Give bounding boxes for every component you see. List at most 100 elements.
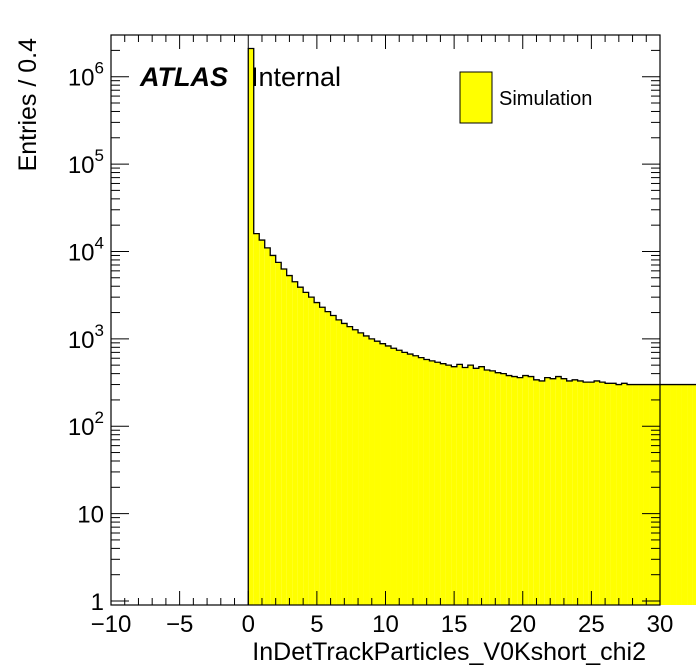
histogram-bar (572, 379, 578, 605)
histogram-bar (248, 48, 254, 605)
y-axis-label: Entries / 0.4 (14, 38, 42, 171)
internal-label: Internal (251, 62, 341, 92)
histogram-bar (500, 373, 507, 605)
histogram-bar (308, 297, 315, 605)
y-tick-label: 104 (68, 233, 104, 266)
histogram-bar (522, 375, 529, 605)
histogram-bar (473, 368, 479, 605)
histogram-bar (555, 376, 562, 605)
y-tick-label: 106 (68, 59, 104, 92)
histogram-bar (577, 380, 584, 605)
histogram-bar (616, 384, 622, 605)
y-axis-tick-labels: 1 10 102 103 104 105 106 107 (68, 0, 104, 616)
legend-label-simulation: Simulation (499, 88, 592, 110)
histogram-bar (610, 383, 617, 605)
histogram-bar (649, 384, 655, 605)
histogram-bar (599, 382, 606, 605)
histogram-bar (385, 345, 391, 605)
histogram-bar (627, 384, 633, 605)
histogram-bar (588, 382, 595, 605)
x-axis-label: InDetTrackParticles_V0Kshort_chi2 (252, 638, 646, 666)
histogram-bar (390, 348, 397, 605)
x-axis-tick-labels: −10 −5 0 5 10 15 20 25 30 (91, 611, 674, 638)
histogram-bar (303, 292, 309, 605)
histogram-bar (429, 360, 435, 605)
histogram-bar (423, 359, 430, 605)
legend-swatch-simulation (459, 71, 493, 124)
histogram-bar (396, 350, 402, 605)
histogram-bar (292, 281, 298, 605)
histogram-bar (418, 357, 424, 605)
histogram-bar (594, 380, 600, 605)
x-tick-label: 10 (372, 611, 399, 638)
histogram-bar (660, 384, 666, 605)
histogram-bar (467, 365, 474, 605)
histogram-bar (517, 377, 523, 605)
histogram-bar (632, 384, 639, 605)
x-tick-label: 20 (509, 611, 536, 638)
histogram-bar (445, 365, 452, 605)
histogram-bar (643, 384, 650, 605)
y-tick-label: 105 (68, 146, 104, 179)
histogram-bar (676, 384, 682, 605)
x-axis-ticks (110, 35, 661, 605)
histogram-bar (528, 376, 534, 605)
histogram-bar (506, 375, 512, 605)
legend: Simulation (459, 71, 592, 124)
histogram-bar (369, 338, 375, 605)
histogram-bar (412, 355, 419, 605)
y-tick-label: 102 (68, 408, 104, 441)
histogram-bar (489, 370, 496, 605)
histogram-bar (286, 275, 293, 605)
histogram-bar (665, 384, 671, 605)
histogram-bar (539, 380, 545, 605)
histogram-bar (511, 376, 518, 605)
y-tick-label: 10 (77, 502, 104, 529)
histogram-bar (484, 370, 490, 605)
histogram-bar (319, 307, 326, 605)
histogram-bar (330, 315, 337, 605)
x-tick-label: −10 (91, 611, 132, 638)
histogram-bar (561, 378, 567, 605)
histogram-bar (401, 352, 408, 605)
histogram-bar (451, 366, 457, 605)
histogram-bar (670, 384, 677, 605)
histogram-bar (363, 335, 370, 605)
x-tick-label: 15 (441, 611, 468, 638)
histogram-bar (281, 268, 287, 605)
histogram-bar (687, 384, 693, 605)
histogram-bar (533, 379, 540, 605)
histogram-bar (275, 262, 282, 605)
histogram-bar (638, 384, 644, 605)
histogram-bar (440, 363, 446, 605)
histogram-bar (259, 240, 265, 605)
histogram-bar (550, 378, 556, 605)
histogram-bars (247, 47, 696, 606)
histogram-outline (247, 47, 696, 605)
histogram-bar (478, 366, 485, 605)
histogram-bar (462, 367, 468, 605)
histogram-bar (264, 247, 271, 605)
x-tick-label: 25 (578, 611, 605, 638)
histogram-bar (352, 329, 359, 605)
atlas-label: ATLAS (139, 62, 228, 92)
x-tick-label: 0 (242, 611, 255, 638)
histogram-bar (621, 383, 628, 605)
histogram-bar (270, 255, 276, 606)
histogram-bar (583, 382, 589, 605)
x-tick-label: −5 (166, 611, 193, 638)
histogram-bar (358, 332, 364, 605)
histogram-bar (325, 311, 331, 605)
histogram-bar (654, 384, 660, 605)
histogram-bar (341, 323, 348, 605)
histogram-bar (495, 372, 501, 605)
histogram-bar (566, 380, 573, 605)
histogram-bar (456, 364, 463, 605)
histogram-bar (380, 343, 386, 605)
y-tick-label: 107 (68, 0, 104, 4)
histogram-bar (297, 287, 304, 605)
histogram-bar (434, 362, 441, 605)
histogram-bar (544, 377, 551, 605)
y-axis-ticks (111, 34, 660, 602)
